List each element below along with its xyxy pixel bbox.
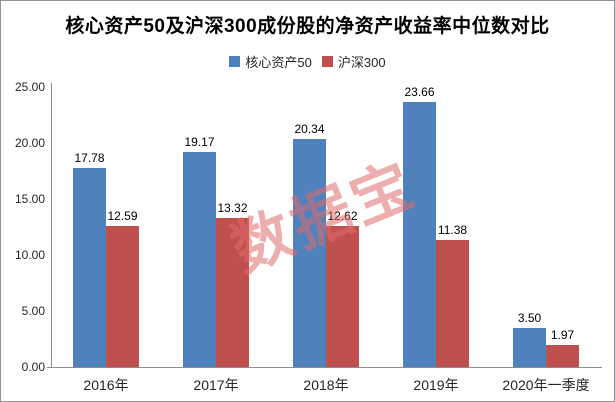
x-axis-line	[47, 367, 602, 368]
bar-series0-2019年	[403, 102, 436, 367]
legend-item-1: 沪深300	[321, 52, 386, 71]
bar-series0-2018年	[293, 139, 326, 367]
bar-series0-2016年	[73, 168, 106, 367]
bar-series1-2019年	[436, 240, 469, 367]
bar-value-label: 20.34	[294, 122, 325, 136]
legend-swatch-icon	[229, 56, 241, 67]
legend-label: 核心资产50	[245, 55, 312, 70]
legend-label: 沪深300	[337, 55, 386, 70]
y-axis-tick-label: 5.00	[21, 304, 45, 318]
legend-swatch-icon	[321, 56, 333, 67]
bar-series1-2020年一季度	[546, 345, 579, 367]
y-axis-tick-label: 0.00	[21, 360, 45, 374]
x-axis-label: 2016年	[83, 377, 129, 393]
bar-value-label: 23.66	[404, 85, 435, 99]
legend-item-0: 核心资产50	[229, 52, 312, 71]
legend: 核心资产50 沪深300	[1, 52, 614, 71]
chart-title: 核心资产50及沪深300成份股的净资产收益率中位数对比	[65, 16, 550, 37]
bar-value-label: 13.32	[217, 201, 248, 215]
y-axis-tick-label: 25.00	[14, 80, 45, 94]
x-axis-label: 2019年	[413, 377, 459, 393]
bar-series1-2018年	[326, 226, 359, 367]
x-axis-label: 2017年	[193, 377, 239, 393]
bar-value-label: 19.17	[184, 135, 215, 149]
bar-value-label: 11.38	[437, 223, 468, 237]
bar-series1-2016年	[106, 226, 139, 367]
bar-series1-2017年	[216, 218, 249, 367]
bar-series0-2020年一季度	[513, 328, 546, 367]
x-axis-label: 2020年一季度	[502, 377, 590, 393]
bar-value-label: 17.78	[74, 151, 105, 165]
y-axis-tick-label: 15.00	[14, 192, 45, 206]
bar-value-label: 12.59	[107, 209, 138, 223]
bar-value-label: 12.62	[327, 209, 358, 223]
y-axis-tick-label: 20.00	[14, 136, 45, 150]
bar-value-label: 3.50	[517, 311, 542, 325]
bar-series0-2017年	[183, 152, 216, 367]
y-axis-tick-label: 10.00	[14, 248, 45, 262]
x-axis-label: 2018年	[303, 377, 349, 393]
y-axis-line	[51, 83, 52, 368]
bar-value-label: 1.97	[550, 328, 575, 342]
